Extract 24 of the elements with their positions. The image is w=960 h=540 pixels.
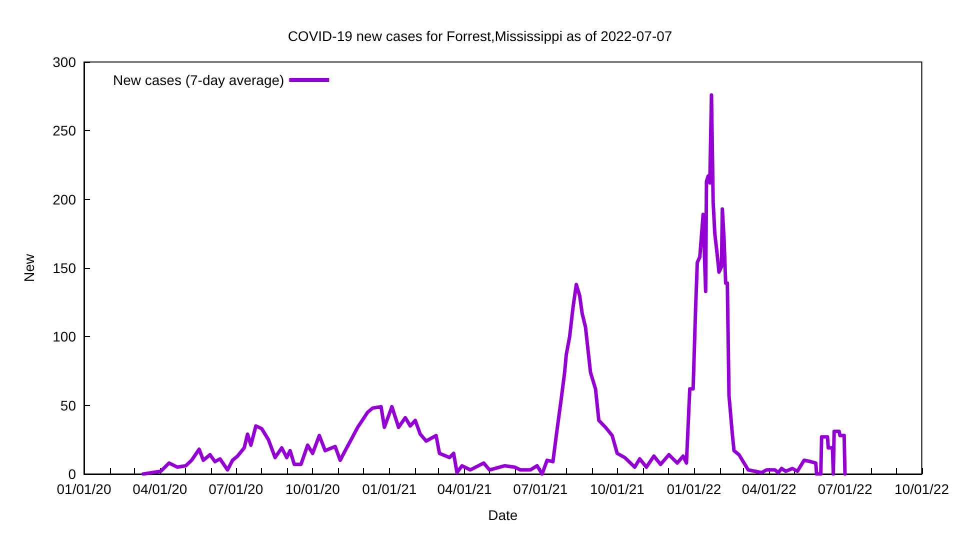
x-tick-label: 07/01/22 [818, 481, 872, 497]
line-series [141, 93, 847, 476]
y-axis-title: New [21, 253, 37, 282]
y-tick-label: 100 [52, 328, 76, 345]
y-tick-label: 50 [60, 397, 76, 414]
chart-title: COVID-19 new cases for Forrest,Mississippi as of 2022-07-07 [288, 28, 672, 44]
x-tick-label: 04/01/22 [742, 481, 797, 497]
x-tick-label: 04/01/20 [132, 481, 188, 497]
x-tick-label: 01/01/21 [362, 481, 417, 497]
y-tick-label: 250 [52, 122, 76, 139]
legend-label: New cases (7-day average) [113, 72, 284, 88]
x-tick-label: 04/01/21 [437, 481, 492, 497]
x-tick-label: 01/01/20 [56, 481, 112, 497]
y-tick-label: 300 [52, 54, 76, 70]
x-axis-title: Date [488, 507, 518, 523]
x-tick-label: 01/01/22 [666, 481, 722, 497]
x-tick-label: 07/01/21 [513, 481, 568, 497]
x-tick-label: 10/01/22 [894, 481, 950, 497]
y-tick-label: 200 [52, 191, 76, 208]
x-tick-label: 07/01/20 [208, 481, 264, 497]
x-tick-label: 10/01/20 [285, 481, 340, 497]
y-tick-label: 0 [68, 466, 76, 482]
x-tick-label: 10/01/21 [590, 481, 645, 497]
y-tick-label: 150 [52, 260, 76, 276]
